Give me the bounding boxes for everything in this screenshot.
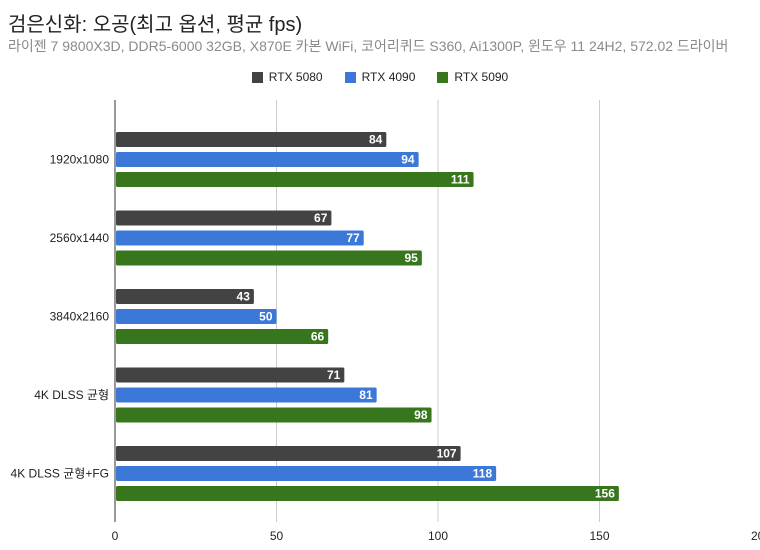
bar-0-2: [116, 172, 474, 187]
bar-0-1: [116, 152, 419, 167]
x-tick-label-3: 150: [589, 529, 609, 543]
bar-value-label-4-0: 107: [437, 447, 457, 461]
category-label-1: 2560x1440: [50, 231, 110, 245]
bar-value-label-3-1: 81: [359, 388, 373, 402]
bar-value-label-4-2: 156: [595, 487, 615, 501]
bar-value-label-1-0: 67: [314, 211, 328, 225]
bar-value-label-2-1: 50: [259, 310, 273, 324]
bar-0-0: [116, 132, 387, 147]
x-tick-label-0: 0: [112, 529, 119, 543]
chart-subtitle: 라이젠 7 9800X3D, DDR5-6000 32GB, X870E 카본 …: [8, 38, 729, 54]
legend-item-0: RTX 5080: [251, 70, 323, 84]
category-label-4: 4K DLSS 균형+FG: [11, 467, 109, 481]
bar-value-label-2-2: 66: [311, 330, 325, 344]
bar-2-0: [116, 289, 254, 304]
bar-1-1: [116, 230, 364, 246]
legend-swatch-1: [344, 71, 356, 83]
bar-value-label-4-1: 118: [473, 467, 493, 481]
bar-3-0: [116, 367, 345, 383]
legend-label-1: RTX 4090: [361, 70, 416, 84]
bar-value-label-1-1: 77: [346, 231, 360, 245]
legend-label-2: RTX 5090: [454, 70, 509, 84]
category-label-2: 3840x2160: [50, 310, 110, 324]
bar-value-label-3-0: 71: [327, 368, 341, 382]
bar-2-2: [116, 329, 329, 344]
bar-3-1: [116, 387, 377, 403]
bar-1-0: [116, 210, 332, 226]
legend-label-0: RTX 5080: [268, 70, 323, 84]
bar-4-0: [116, 446, 461, 461]
chart-title: 검은신화: 오공(최고 옵션, 평균 fps): [8, 14, 303, 36]
bar-4-2: [116, 486, 619, 501]
x-tick-label-1: 50: [270, 529, 284, 543]
bar-value-label-0-1: 94: [401, 153, 415, 167]
legend-item-2: RTX 5090: [437, 70, 508, 84]
category-label-3: 4K DLSS 균형: [34, 388, 109, 402]
bar-4-1: [116, 466, 497, 481]
bar-value-label-1-2: 95: [404, 251, 418, 265]
bar-2-1: [116, 309, 277, 324]
bar-1-2: [116, 250, 422, 266]
legend: RTX 5080 RTX 4090 RTX 5090: [0, 70, 760, 84]
legend-item-1: RTX 4090: [344, 70, 416, 84]
bar-value-label-2-0: 43: [237, 290, 251, 304]
bar-value-label-0-0: 84: [369, 133, 383, 147]
x-tick-label-4: 200: [751, 529, 760, 543]
category-label-0: 1920x1080: [50, 153, 110, 167]
bar-value-label-0-2: 111: [451, 173, 470, 187]
legend-swatch-0: [251, 71, 263, 83]
legend-swatch-2: [437, 71, 449, 83]
x-tick-label-2: 100: [428, 529, 448, 543]
bar-3-2: [116, 407, 432, 423]
bar-value-label-3-2: 98: [414, 408, 428, 422]
